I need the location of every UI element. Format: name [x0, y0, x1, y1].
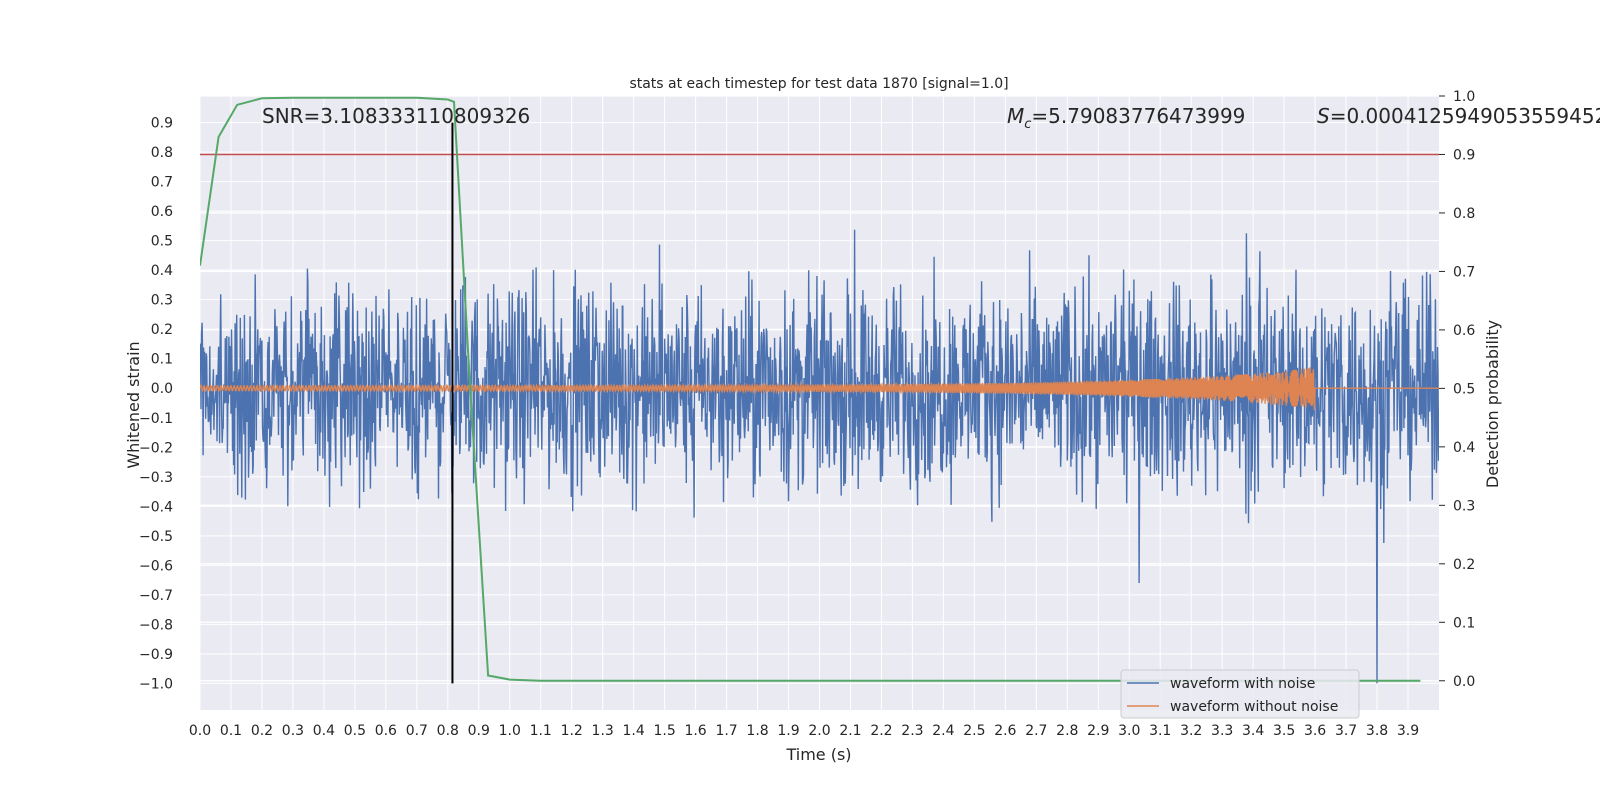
x-tick-label: 1.7	[715, 723, 737, 739]
y2-tick-label: 0.4	[1453, 440, 1475, 456]
x-axis-label: Time (s)	[785, 745, 851, 764]
y-tick-label: 0.9	[151, 116, 173, 132]
y-tick-label: −0.9	[139, 647, 173, 663]
x-tick-label: 2.5	[963, 723, 985, 739]
x-tick-label: 3.8	[1366, 723, 1388, 739]
x-tick-label: 1.6	[684, 723, 706, 739]
x-tick-label: 1.0	[499, 723, 521, 739]
legend: waveform with noise waveform without noi…	[1120, 669, 1360, 719]
y-tick-label: −0.5	[139, 529, 173, 545]
y-tick-label: −0.7	[139, 588, 173, 604]
x-tick-label: 3.1	[1149, 723, 1171, 739]
snr-annotation: SNR=3.108333110809326	[262, 104, 530, 128]
series-waveform-without-noise-line	[200, 367, 1439, 411]
y2-tick-label: 0.9	[1453, 147, 1475, 163]
series-detection-probability-line	[200, 96, 1421, 682]
x-tick-label: 3.6	[1304, 723, 1326, 739]
s-value: =0.0004125949053559452	[1330, 104, 1600, 128]
x-tick-label: 0.4	[313, 723, 335, 739]
y-tick-label: −0.4	[139, 499, 173, 515]
y2-tick-label: 0.8	[1453, 206, 1475, 222]
y2-tick-label: 0.6	[1453, 323, 1475, 339]
chirp-mass-value: =5.79083776473999	[1031, 104, 1245, 128]
y-tick-label: −0.3	[139, 470, 173, 486]
y2-tick-label: 0.7	[1453, 264, 1475, 280]
y-axis-label: Whitened strain	[124, 341, 143, 468]
x-tick-label: 0.8	[437, 723, 459, 739]
x-tick-label: 3.5	[1273, 723, 1295, 739]
x-tick-label: 3.4	[1242, 723, 1264, 739]
x-tick-label: 2.7	[1025, 723, 1047, 739]
series-waveform-with-noise-line	[200, 229, 1439, 684]
x-tick-label: 2.0	[808, 723, 830, 739]
x-tick-label: 3.2	[1180, 723, 1202, 739]
x-tick-label: 2.9	[1087, 723, 1109, 739]
y2-tick-label: 0.3	[1453, 498, 1475, 514]
y-tick-label: −0.8	[139, 617, 173, 633]
x-tick-label: 2.6	[994, 723, 1016, 739]
y-tick-label: −0.6	[139, 558, 173, 574]
y2-tick-label: 0.5	[1453, 381, 1475, 397]
x-tick-label: 0.6	[375, 723, 397, 739]
legend-box	[1120, 669, 1360, 719]
s-symbol: S	[1317, 104, 1330, 128]
chirp-mass-symbol: M	[1007, 104, 1024, 128]
y-tick-label: −0.2	[139, 440, 173, 456]
y2-axis-label: Detection probability	[1483, 320, 1502, 488]
y-tick-label: −1.0	[139, 676, 173, 692]
x-tick-label: 2.1	[839, 723, 861, 739]
x-tick-label: 2.2	[870, 723, 892, 739]
x-tick-label: 0.1	[220, 723, 242, 739]
x-tick-label: 0.7	[406, 723, 428, 739]
x-tick-label: 2.3	[901, 723, 923, 739]
y2-tick-labels: 1.0 0.9 0.8 0.7 0.6 0.5 0.4 0.3 0.2 0.1 0.0	[1439, 89, 1475, 690]
y2-tick-label: 0.2	[1453, 557, 1475, 573]
y-tick-label: 0.4	[151, 263, 173, 279]
y-tick-label: 0.6	[151, 204, 173, 220]
x-tick-label: 1.4	[623, 723, 645, 739]
x-tick-label: 3.7	[1335, 723, 1357, 739]
x-tick-label: 0.0	[189, 723, 211, 739]
x-tick-label: 1.1	[530, 723, 552, 739]
x-tick-label: 3.3	[1211, 723, 1233, 739]
x-tick-label: 2.8	[1056, 723, 1078, 739]
x-tick-label: 1.9	[777, 723, 799, 739]
chirp-mass-annotation: Mc=5.79083776473999	[1007, 104, 1245, 132]
x-tick-label: 0.2	[251, 723, 273, 739]
y-tick-label: 0.2	[151, 322, 173, 338]
x-tick-label: 3.9	[1397, 723, 1419, 739]
x-tick-label: 3.0	[1118, 723, 1140, 739]
y-tick-labels: 0.9 0.8 0.7 0.6 0.5 0.4 0.3 0.2 0.1 0.0 −0.1 −0.2 −0…	[139, 116, 173, 693]
y2-tick-label: 0.1	[1453, 615, 1475, 631]
y-tick-label: 0.0	[151, 381, 173, 397]
y-tick-label: 0.7	[151, 175, 173, 191]
x-tick-label: 1.2	[561, 723, 583, 739]
x-tick-label: 1.3	[592, 723, 614, 739]
x-tick-label: 2.4	[932, 723, 954, 739]
chirp-mass-subscript: c	[1024, 117, 1031, 132]
y-tick-label: 0.8	[151, 145, 173, 161]
y-gridlines	[200, 122, 1439, 684]
x-tick-label: 1.5	[653, 723, 675, 739]
y-tick-label: 0.3	[151, 293, 173, 309]
y-tick-label: 0.5	[151, 234, 173, 250]
x-tick-label: 0.5	[344, 723, 366, 739]
legend-label-noise: waveform with noise	[1170, 676, 1315, 692]
x-tick-label: 1.8	[746, 723, 768, 739]
y-tick-label: 0.1	[151, 352, 173, 368]
x-tick-label: 0.3	[282, 723, 304, 739]
x-tick-labels: 0.0 0.1 0.2 0.3 0.4 0.5 0.6 0.7 0.8 0.9 1.0 1.1 1.2 1…	[189, 723, 1419, 739]
chart-title: stats at each timestep for test data 187…	[629, 76, 1008, 92]
s-annotation: S=0.0004125949053559452	[1317, 104, 1600, 128]
y2-tick-label: 1.0	[1453, 89, 1475, 105]
legend-label-clean: waveform without noise	[1170, 699, 1338, 715]
y2-tick-label: 0.0	[1453, 674, 1475, 690]
x-tick-label: 0.9	[468, 723, 490, 739]
y-tick-label: −0.1	[139, 411, 173, 427]
